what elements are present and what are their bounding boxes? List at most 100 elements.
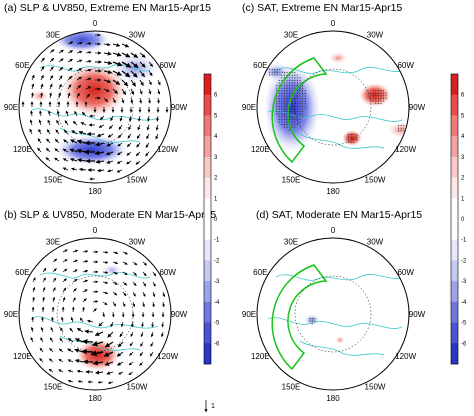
wind-vector	[97, 380, 104, 384]
stipple-dot	[350, 134, 352, 136]
wind-vector	[54, 157, 60, 162]
wind-vector	[85, 86, 92, 90]
wind-vector	[31, 74, 35, 81]
wind-vector	[46, 138, 51, 144]
wind-vector	[107, 133, 114, 138]
wind-vector	[42, 296, 45, 303]
stipple-dot	[271, 74, 273, 76]
stipple-dot	[289, 98, 291, 100]
stipple-dot	[355, 139, 357, 141]
stipple-dot	[291, 108, 293, 110]
wind-vector	[104, 361, 114, 366]
stipple-dot	[302, 92, 304, 94]
wind-vector	[67, 348, 74, 353]
lon-label-l: 90E	[242, 310, 256, 319]
stipple-dot	[278, 108, 280, 110]
wind-vector	[42, 287, 46, 293]
stipple-dot	[353, 141, 355, 143]
wind-vector	[31, 83, 35, 90]
wind-vector	[120, 321, 124, 328]
colorbar-tick-label: -3	[214, 279, 220, 285]
lon-label-ul: 60E	[253, 61, 267, 70]
panel-a-wind-vectors	[21, 33, 169, 181]
colorbar-tick-label: 0	[461, 217, 465, 223]
wind-vector	[82, 260, 89, 263]
stipple-dot	[299, 105, 301, 107]
stipple-dot	[271, 71, 273, 73]
stipple-dot	[276, 85, 278, 87]
wind-vector	[117, 151, 123, 156]
wind-vector	[92, 290, 99, 294]
wind-vector	[42, 277, 46, 283]
lon-label-br: 150W	[127, 383, 148, 392]
stipple-dot	[299, 111, 301, 113]
wind-vector	[103, 97, 109, 103]
stipple-dot	[283, 90, 285, 92]
wind-vector	[76, 139, 87, 145]
stipple-dot	[283, 111, 285, 113]
colorbar-cell	[204, 343, 211, 365]
wind-vector	[152, 271, 157, 277]
wind-vector	[58, 75, 63, 81]
stipple-dot	[281, 124, 283, 126]
wind-vector	[69, 158, 78, 162]
stipple-dot	[291, 85, 293, 87]
wind-vector	[67, 58, 73, 63]
lon-label-lr: 120W	[395, 145, 416, 154]
wind-vector	[139, 79, 144, 86]
stipple-dot	[302, 116, 304, 118]
wind-vector	[40, 74, 44, 81]
stipple-dot	[302, 98, 304, 100]
wind-vector	[128, 371, 134, 376]
wind-vector	[121, 43, 130, 48]
wind-vector	[69, 148, 78, 153]
wind-vector	[76, 50, 83, 54]
wind-vector	[32, 286, 36, 293]
wind-vector	[78, 167, 87, 172]
stipple-dot	[294, 121, 296, 123]
stipple-dot	[294, 72, 296, 74]
wind-vector	[108, 124, 114, 130]
wind-vector	[121, 88, 127, 95]
lon-label-ll: 120E	[13, 352, 32, 361]
panel-a-map	[19, 31, 171, 183]
stipple-dot	[296, 116, 298, 118]
wind-vector	[147, 115, 151, 122]
colorbar-tick-label: -3	[461, 279, 467, 285]
wind-vector	[52, 287, 56, 293]
stipple-dot	[278, 90, 280, 92]
colorbar-tick-label: -6	[214, 341, 220, 347]
stipple-dot	[296, 98, 298, 100]
stipple-dot	[304, 90, 306, 92]
stipple-dot	[294, 98, 296, 100]
lon-label-top: 0	[331, 19, 336, 28]
wind-vector	[106, 160, 114, 164]
wind-vector	[91, 341, 104, 347]
stipple-dot	[269, 71, 271, 73]
stipple-dot	[353, 136, 355, 138]
lon-label-lr: 120W	[157, 145, 178, 154]
wind-vector	[139, 61, 146, 68]
panel-c-significance-stipple	[269, 69, 409, 143]
stipple-dot	[291, 118, 293, 120]
panel-c-title: (c) SAT, Extreme EN Mar15-Apr15	[242, 2, 402, 14]
colorbar-tick-label: -2	[214, 258, 220, 264]
lon-label-r: 90W	[171, 310, 188, 319]
wind-vector	[85, 42, 92, 46]
lon-label-bottom: 180	[326, 394, 340, 403]
wind-vector	[82, 269, 89, 273]
wind-vector	[77, 158, 87, 163]
wind-vector	[58, 92, 62, 99]
wind-vector	[37, 147, 42, 153]
stipple-dot	[375, 92, 377, 94]
wind-vector	[52, 277, 57, 283]
wind-vector	[129, 341, 134, 347]
stipple-dot	[299, 92, 301, 94]
colorbar-tick-label: -1	[214, 238, 220, 244]
wind-vector	[112, 291, 118, 296]
lon-label-bl: 150E	[44, 383, 63, 392]
stipple-dot	[281, 77, 283, 79]
wind-vector	[52, 268, 57, 273]
stipple-dot	[296, 74, 298, 76]
stipple-dot	[289, 90, 291, 92]
